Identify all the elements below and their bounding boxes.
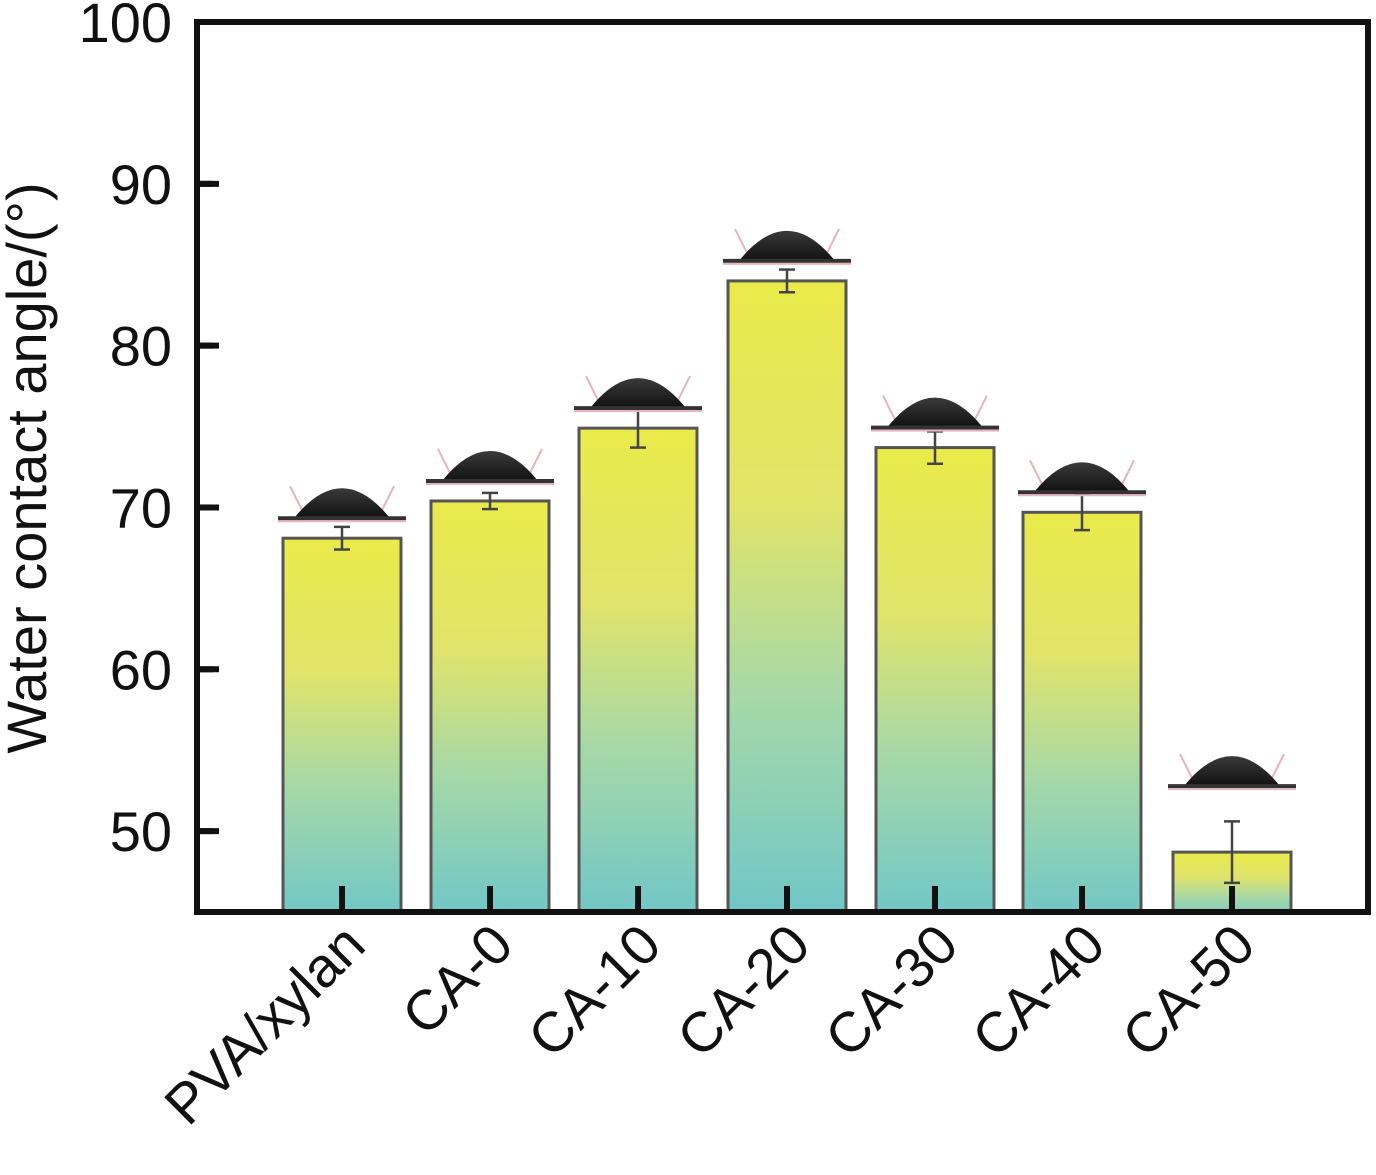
y-axis-label: Water contact angle/(°) [0,182,58,753]
water-droplet-image [1018,459,1146,497]
bar [726,279,848,912]
water-droplet-image [574,375,702,413]
plot-frame [194,19,1371,915]
water-droplet-image [426,448,554,485]
x-tick-label: CA-50 [1110,912,1267,1069]
water-droplet-image [723,228,851,265]
bar [874,446,996,912]
y-tick-label: 100 [79,0,172,54]
y-tick-label: 50 [110,800,172,863]
water-droplet-image [871,395,999,432]
y-tick-label: 70 [110,476,172,539]
bars-group [281,279,1293,912]
bar [577,426,699,912]
y-tick-label: 80 [110,315,172,378]
x-tick-label: CA-30 [813,912,970,1069]
bar [429,499,551,912]
y-tick-label: 60 [110,638,172,701]
y-axis-ticks: 50 60 70 80 90 100 [79,0,219,863]
x-tick-label: CA-0 [390,912,525,1047]
y-tick-label: 90 [110,153,172,216]
x-tick-label: CA-20 [665,912,822,1069]
overlays-group [278,228,1296,885]
bar [1021,510,1143,912]
x-tick-label: CA-40 [960,912,1117,1069]
water-droplet-image [278,485,406,523]
water-droplet-image [1168,753,1296,791]
x-tick-label: PVA/xylan [152,912,376,1136]
bar [281,536,403,912]
x-tick-label: CA-10 [516,912,673,1069]
